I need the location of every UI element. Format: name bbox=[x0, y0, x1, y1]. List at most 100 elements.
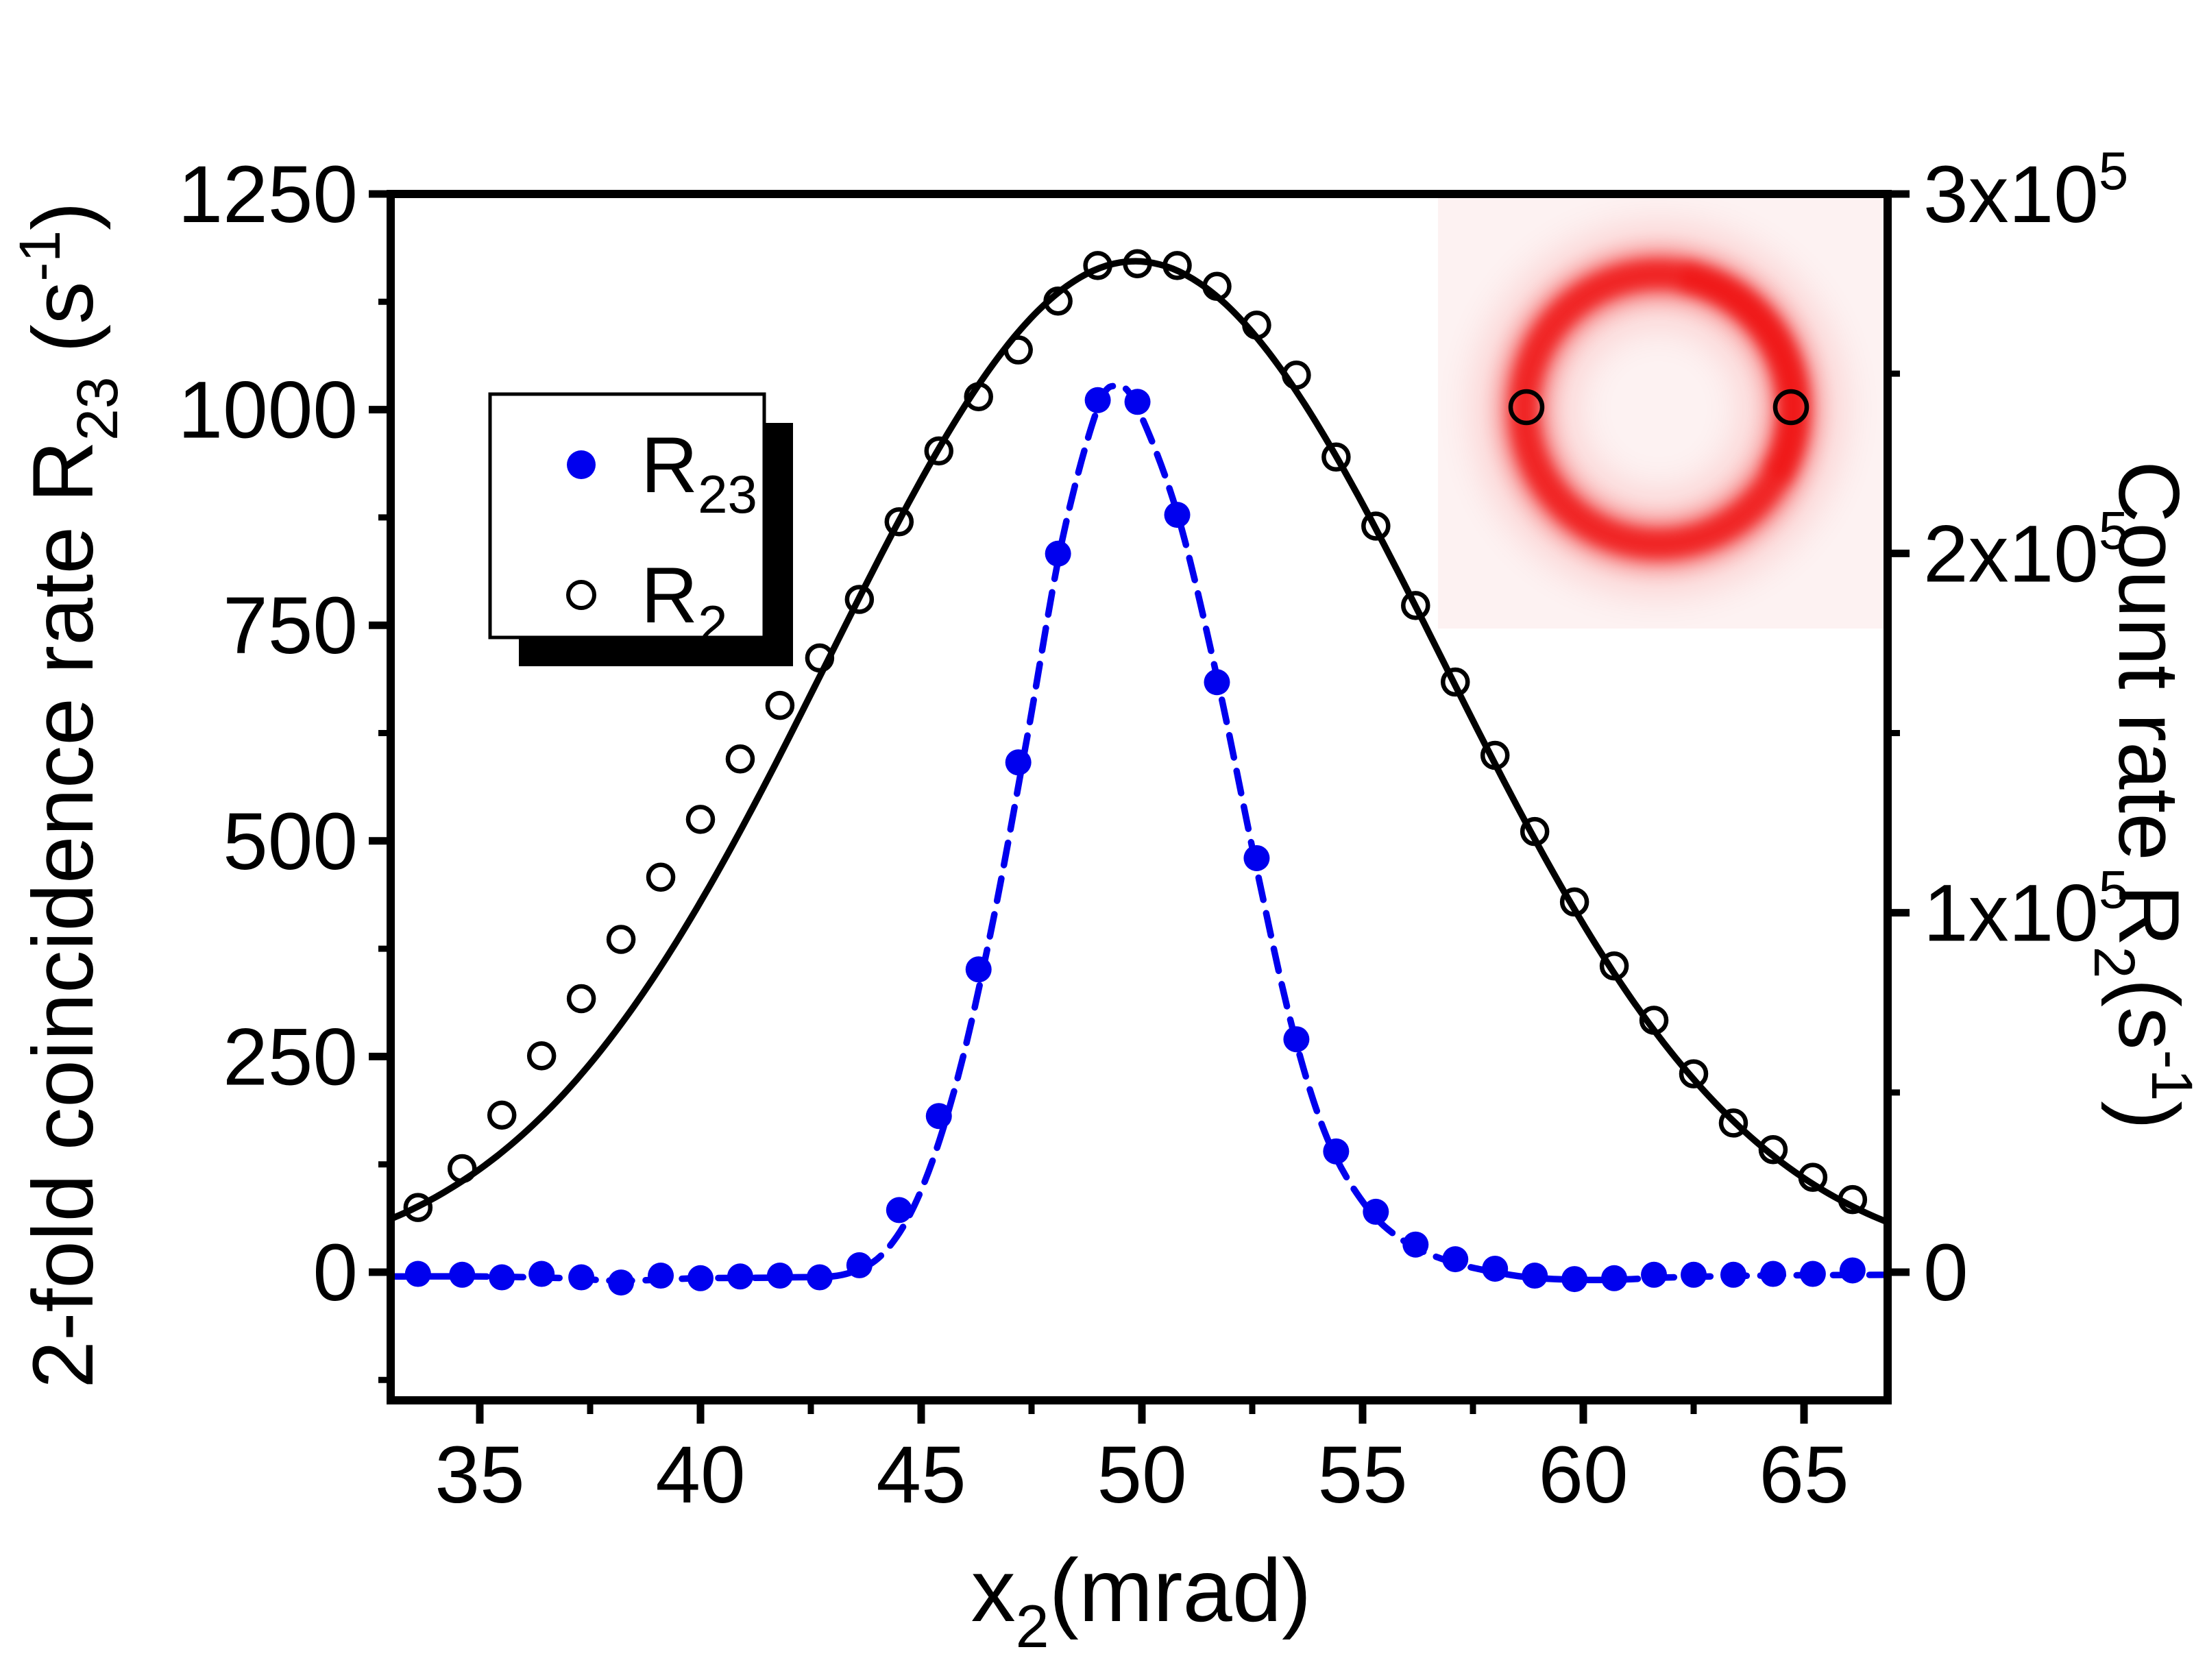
r23-point bbox=[1045, 540, 1071, 567]
r2-point bbox=[447, 1154, 477, 1184]
r2-point bbox=[403, 1193, 433, 1222]
y-right-tick-label: 2x105 bbox=[1923, 500, 2128, 599]
y-right-title-sub: 2 bbox=[2082, 947, 2147, 979]
r2-point bbox=[1043, 287, 1073, 316]
y-left-tick-labels: 1250 1000 750 500 250 0 bbox=[178, 149, 358, 1318]
legend-box bbox=[488, 392, 766, 640]
r2-point bbox=[487, 1100, 517, 1130]
y-left-tick-label: 500 bbox=[223, 796, 358, 887]
r23-point bbox=[766, 1263, 793, 1289]
y-left-tick-label: 1250 bbox=[178, 149, 358, 240]
r2-point bbox=[1083, 251, 1112, 280]
r23-point bbox=[1641, 1261, 1668, 1288]
y-left-tick-label: 0 bbox=[313, 1228, 358, 1318]
y-left-title-main: 2-fold coincidence rate R bbox=[16, 441, 111, 1389]
x-tick-label: 65 bbox=[1759, 1430, 1849, 1520]
data-points bbox=[403, 249, 1868, 1296]
y-right-tick-label: 3x105 bbox=[1923, 141, 2128, 240]
plot-frame bbox=[387, 190, 1892, 1404]
r2-point bbox=[765, 690, 795, 720]
r2-point bbox=[566, 984, 596, 1014]
r2-point bbox=[884, 507, 914, 537]
legend-marker-r23 bbox=[567, 450, 596, 479]
x-tick-label: 60 bbox=[1538, 1430, 1628, 1520]
r23-point bbox=[1084, 387, 1111, 413]
r23-point bbox=[1005, 749, 1032, 776]
r2-point bbox=[685, 805, 716, 834]
r2-point bbox=[646, 862, 676, 892]
r23-point bbox=[1124, 389, 1151, 415]
legend-label-r23: R23 bbox=[641, 422, 757, 524]
r23-point bbox=[965, 956, 992, 983]
y-left-tick-label: 250 bbox=[223, 1012, 358, 1102]
fit-curve-r2 bbox=[395, 258, 1884, 1224]
r23-point bbox=[886, 1197, 912, 1224]
r2-point bbox=[1440, 667, 1470, 697]
r23-point bbox=[1759, 1261, 1786, 1287]
inset-right-detector-circle bbox=[1772, 389, 1809, 426]
r2-point bbox=[964, 382, 993, 411]
inset-detector-markers bbox=[1508, 389, 1809, 426]
r23-point bbox=[528, 1261, 555, 1287]
r23-point bbox=[648, 1263, 674, 1289]
r23-point bbox=[608, 1269, 635, 1296]
r2-point bbox=[1202, 271, 1232, 302]
r23-point bbox=[1283, 1026, 1310, 1053]
r2-point bbox=[1162, 251, 1192, 280]
r2-point bbox=[1123, 249, 1152, 278]
r23-point bbox=[1561, 1266, 1588, 1293]
r23-point bbox=[1243, 844, 1270, 871]
r23-point bbox=[1204, 669, 1230, 696]
r2-point bbox=[1639, 1006, 1669, 1035]
r2-point bbox=[1321, 442, 1351, 472]
y-left-tick-label: 1000 bbox=[178, 365, 358, 456]
y-right-tick-labels: 3x105 2x105 1x105 0 bbox=[1923, 141, 2128, 1318]
x-tick-label: 55 bbox=[1317, 1430, 1407, 1520]
r2-point bbox=[1242, 311, 1271, 340]
x-tick-label: 40 bbox=[655, 1430, 745, 1520]
r2-point bbox=[1838, 1184, 1868, 1215]
legend-label-r2: R2 bbox=[641, 552, 727, 655]
r23-point bbox=[1402, 1231, 1429, 1258]
y-left-tick-label: 750 bbox=[223, 581, 358, 671]
r23-point bbox=[1681, 1261, 1707, 1288]
r2-point bbox=[1559, 887, 1589, 917]
r23-point bbox=[1839, 1257, 1866, 1284]
r2-point bbox=[1758, 1134, 1788, 1165]
y-left-axis-title: 2-fold coincidence rate R23 (s-1) bbox=[8, 202, 130, 1388]
r23-point bbox=[687, 1265, 714, 1291]
y-right-title-sup: -1 bbox=[2140, 1050, 2194, 1101]
y-right-title-main: Count rate R bbox=[2101, 461, 2194, 947]
y-right-tick-label: 1x105 bbox=[1923, 860, 2128, 959]
r2-point bbox=[805, 643, 835, 673]
r23-point bbox=[925, 1103, 952, 1130]
r23-point bbox=[1363, 1198, 1389, 1225]
legend-marker-r2 bbox=[566, 580, 596, 610]
x-tick-label: 35 bbox=[435, 1430, 524, 1520]
r23-point bbox=[568, 1264, 595, 1291]
r23-point bbox=[727, 1263, 753, 1290]
r2-point bbox=[1798, 1162, 1828, 1192]
y-left-title-sub: 23 bbox=[65, 377, 130, 441]
inset-left-detector-circle bbox=[1508, 389, 1545, 426]
x-axis-title: x2(mrad) bbox=[971, 1540, 1312, 1660]
r2-point bbox=[1480, 740, 1510, 770]
r23-point bbox=[1799, 1261, 1826, 1287]
r23-point bbox=[846, 1252, 873, 1278]
r23-point bbox=[1323, 1138, 1350, 1165]
r23-point bbox=[1522, 1263, 1548, 1289]
r23-point bbox=[404, 1261, 431, 1287]
r23-point bbox=[489, 1264, 515, 1291]
r2-point bbox=[1003, 335, 1033, 365]
r23-point bbox=[1482, 1255, 1509, 1282]
legend: R23 R2 bbox=[488, 392, 793, 666]
r23-point bbox=[449, 1261, 476, 1288]
x-title-sub: 2 bbox=[1016, 1592, 1049, 1660]
r2-point bbox=[1520, 816, 1550, 847]
x-title-main: x bbox=[971, 1540, 1016, 1640]
x-tick-labels: 35 40 45 50 55 60 65 bbox=[435, 1430, 1849, 1520]
r23-point bbox=[1601, 1265, 1628, 1291]
r2-point bbox=[526, 1041, 557, 1071]
ring-dense-arc bbox=[1679, 260, 1809, 485]
r2-point bbox=[844, 585, 875, 614]
